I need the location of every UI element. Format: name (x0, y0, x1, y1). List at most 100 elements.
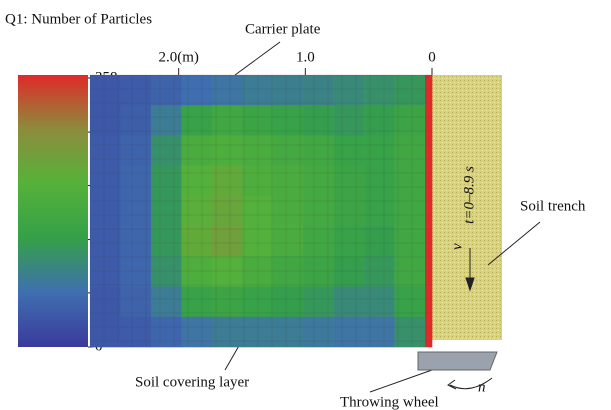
heat-cell (303, 316, 334, 348)
heat-cell (242, 105, 274, 136)
heat-cell (364, 195, 395, 227)
heat-cell (211, 316, 243, 348)
rotation-arrow (449, 377, 493, 390)
heat-cell (211, 195, 243, 227)
heat-cell (90, 316, 121, 348)
heat-cell (272, 316, 304, 348)
heat-cell (394, 165, 426, 197)
leader (234, 41, 281, 76)
label-v: v (449, 243, 465, 250)
heat-cell (211, 75, 243, 106)
heat-cell (394, 316, 426, 348)
heat-cell (394, 286, 426, 318)
heat-cell (242, 195, 274, 227)
heat-cell (425, 286, 433, 318)
heat-cell (303, 165, 334, 197)
label-n: n (478, 379, 486, 395)
heat-cell (242, 256, 274, 287)
heat-cell (364, 286, 395, 318)
arrowhead (447, 379, 457, 390)
heat-cell (120, 135, 152, 166)
heat-cell (150, 135, 182, 166)
heat-cell (120, 195, 152, 227)
heat-cell (211, 286, 243, 318)
heat-cell (333, 256, 365, 287)
heat-cell (272, 256, 304, 287)
heat-cell (211, 135, 243, 166)
arrowhead (465, 277, 475, 292)
heat-cell (211, 256, 243, 287)
heat-cell (150, 256, 182, 287)
heat-cell (181, 135, 213, 166)
heat-cell (90, 226, 121, 257)
heat-cell (364, 105, 395, 136)
heat-cell (364, 316, 395, 348)
heat-cell (333, 316, 365, 348)
heat-cell (181, 226, 213, 257)
heat-cell (150, 75, 182, 106)
heat-cell (120, 165, 152, 197)
heat-cell (425, 105, 433, 136)
heat-cell (425, 135, 433, 166)
label-trench: Soil trench (520, 198, 586, 214)
heat-cell (272, 286, 304, 318)
heat-cell (242, 286, 274, 318)
heat-cell (303, 256, 334, 287)
heat-cell (394, 135, 426, 166)
heat-cell (394, 75, 426, 106)
heat-cell (364, 256, 395, 287)
heat-cell (90, 256, 121, 287)
heat-cell (425, 226, 433, 257)
label-carrier: Carrier plate (245, 21, 321, 37)
heat-cell (90, 165, 121, 197)
heat-cell (364, 165, 395, 197)
heat-cell (303, 75, 334, 106)
heat-cell (364, 226, 395, 257)
heat-cell (150, 316, 182, 348)
label-cover: Soil covering layer (135, 374, 249, 390)
heat-cell (181, 165, 213, 197)
heat-cell (425, 256, 433, 287)
heat-cell (333, 105, 365, 136)
label-time: t=0–8.9 s (461, 166, 477, 224)
heat-cell (90, 195, 121, 227)
heat-cell (150, 195, 182, 227)
heat-cell (333, 286, 365, 318)
heat-cell (90, 105, 121, 136)
leader (369, 369, 433, 393)
heat-cell (272, 75, 304, 106)
heat-cell (181, 75, 213, 106)
heat-cell (211, 226, 243, 257)
heat-cell (303, 195, 334, 227)
heat-cell (242, 165, 274, 197)
heat-cell (333, 75, 365, 106)
heat-cell (333, 226, 365, 257)
heat-cell (120, 286, 152, 318)
heat-cell (181, 256, 213, 287)
throwing-wheel (417, 351, 498, 371)
heat-cell (181, 286, 213, 318)
x-tick-label: 1.0 (296, 49, 315, 65)
heat-cell (333, 195, 365, 227)
heat-cell (272, 195, 304, 227)
soil-trench (432, 75, 502, 340)
heat-cell (150, 226, 182, 257)
heat-cell (90, 135, 121, 166)
heat-cell (425, 195, 433, 227)
label-wheel: Throwing wheel (340, 394, 439, 410)
heat-cell (150, 105, 182, 136)
heat-cell (425, 75, 433, 106)
heat-cell (181, 195, 213, 227)
heat-cell (181, 316, 213, 348)
heat-cell (272, 105, 304, 136)
heat-cell (90, 75, 121, 106)
heat-cell (120, 105, 152, 136)
heat-cell (394, 105, 426, 136)
heat-cell (333, 165, 365, 197)
heat-cell (333, 135, 365, 166)
heat-cell (90, 286, 121, 318)
x-tick-label: 0 (428, 49, 436, 65)
heat-cell (120, 256, 152, 287)
heat-cell (242, 226, 274, 257)
